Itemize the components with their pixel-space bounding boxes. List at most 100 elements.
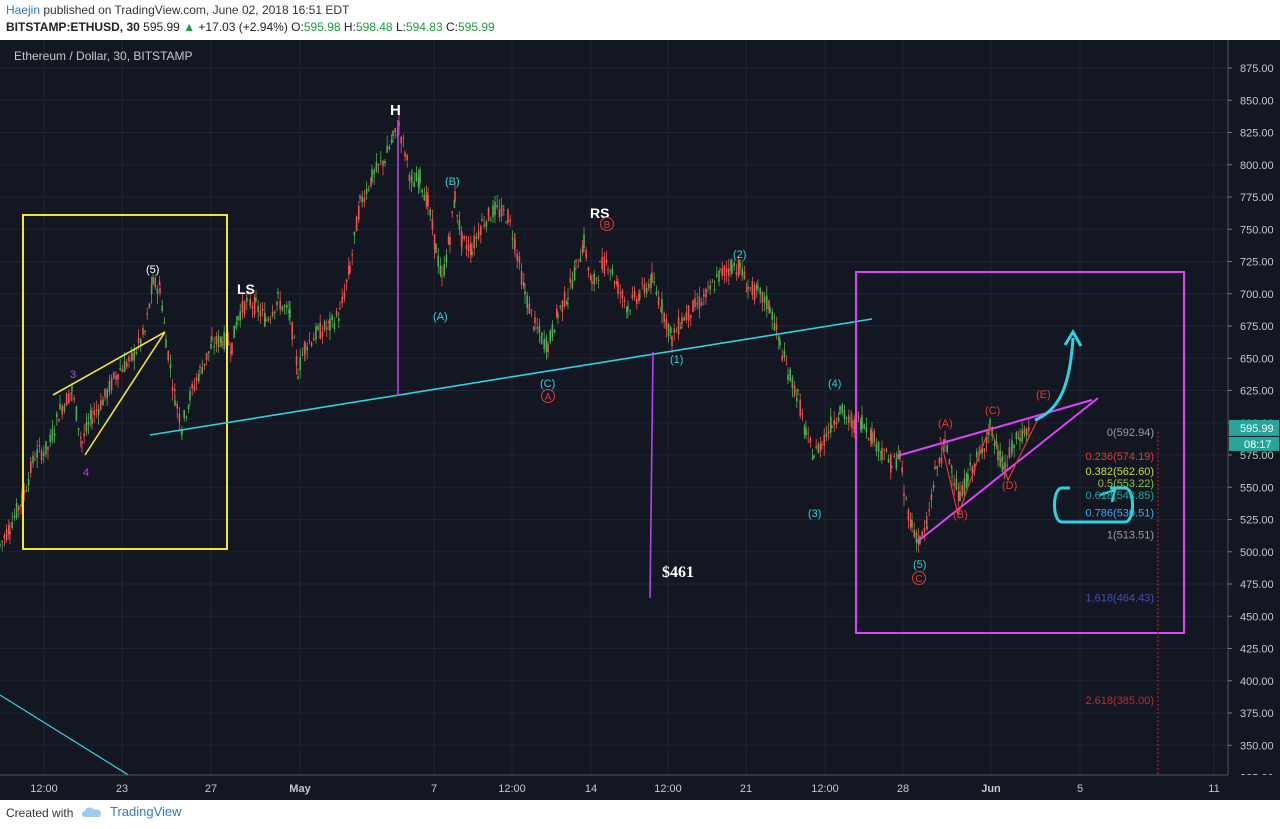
x-tick-label: 12:00 [30,783,58,795]
candle-body [741,268,743,276]
candle-body [313,338,315,341]
candle-body [237,316,239,321]
candle-body [978,452,980,455]
candle-body [607,269,609,271]
candle-body [813,455,815,459]
candle-body [983,448,986,452]
candle-body [677,317,680,335]
candle-body [534,317,536,324]
candle-body [877,441,880,452]
candle-body [573,267,576,281]
candle-body [621,290,624,299]
candle-body [934,466,936,470]
candle-body [530,309,533,311]
candle-body [1,540,3,543]
wave-label: (1) [670,354,683,366]
candle-body [392,131,394,137]
last-price: 595.99 [143,20,180,34]
candle-body [351,253,353,256]
wave-label: (C) [540,378,555,390]
candle-body [30,461,32,473]
candle-body [821,444,823,446]
candle-body [286,304,288,308]
candle-body [321,331,324,338]
high-label: H: [343,20,356,34]
tradingview-logo[interactable]: TradingView [80,804,182,819]
y-tick-label: 625.00 [1240,386,1274,398]
candle-body [759,288,761,295]
candle-body [319,322,321,339]
candle-body [288,309,290,314]
candle-body [875,443,878,452]
candle-body [556,308,558,317]
candle-body [721,268,723,276]
candle-body [90,410,92,419]
candle-body [559,305,561,307]
candle-body [400,136,402,144]
candle-body [382,160,384,167]
candle-body [557,314,559,318]
candle-body [59,403,61,410]
candle-body [189,391,191,401]
candle-body [571,279,574,289]
open-label: O: [291,20,304,34]
candle-body [331,315,333,320]
candle-body [567,297,569,300]
circled-label-ring [541,389,555,403]
candle-body [150,284,153,295]
candle-body [703,294,705,297]
candle-body [549,330,551,342]
candle-body [766,295,768,310]
candle-body [1019,438,1021,442]
candle-body [563,291,566,307]
candle-body [861,415,863,430]
candle-body [377,164,380,166]
target-line [649,351,654,599]
candle-body [653,281,655,283]
candle-body [75,406,78,421]
price-chart[interactable]: Ethereum / Dollar, 30, BITSTAMP 0(592.94… [0,40,1280,800]
x-tick-label: 5 [1077,783,1083,795]
candle-body [247,291,249,294]
candle-body [348,265,350,276]
chart-area[interactable]: Ethereum / Dollar, 30, BITSTAMP 0(592.94… [0,40,1280,800]
candle-body [687,305,690,321]
candle-body [249,298,251,306]
candle-body [698,296,701,309]
candle-body [1004,462,1006,472]
candle-body [645,287,648,294]
time-axis-panel [0,775,1280,800]
candle-body [524,291,526,295]
candle-body [797,389,799,392]
candle-body [183,410,185,418]
candle-body [667,323,670,336]
candle-body [77,428,80,431]
candle-body [540,335,543,344]
candle-body [926,525,928,529]
candle-body [235,322,238,329]
candle-body [839,406,841,415]
candle-body [595,278,598,280]
candle-body [458,219,461,230]
candle-body [507,209,509,224]
y-tick-label: 350.00 [1240,740,1274,752]
candle-body [306,346,308,351]
candle-body [981,446,983,454]
candle-body [1006,464,1008,466]
candle-body [751,281,754,296]
y-tick-label: 650.00 [1240,353,1274,365]
candle-body [447,236,450,245]
fib-level-label: 0.618(543.85) [1086,490,1155,502]
candle-body [871,432,873,444]
candle-body [921,531,923,536]
candle-body [211,336,213,340]
candle-body [911,520,913,528]
yellow-wedge-top [52,331,166,396]
candle-body [338,318,340,322]
author-link[interactable]: Haejin [6,3,41,17]
y-tick-label: 800.00 [1240,160,1274,172]
candle-body [500,205,503,217]
candle-body [119,368,121,370]
candle-body [631,294,634,299]
candle-body [361,196,363,203]
